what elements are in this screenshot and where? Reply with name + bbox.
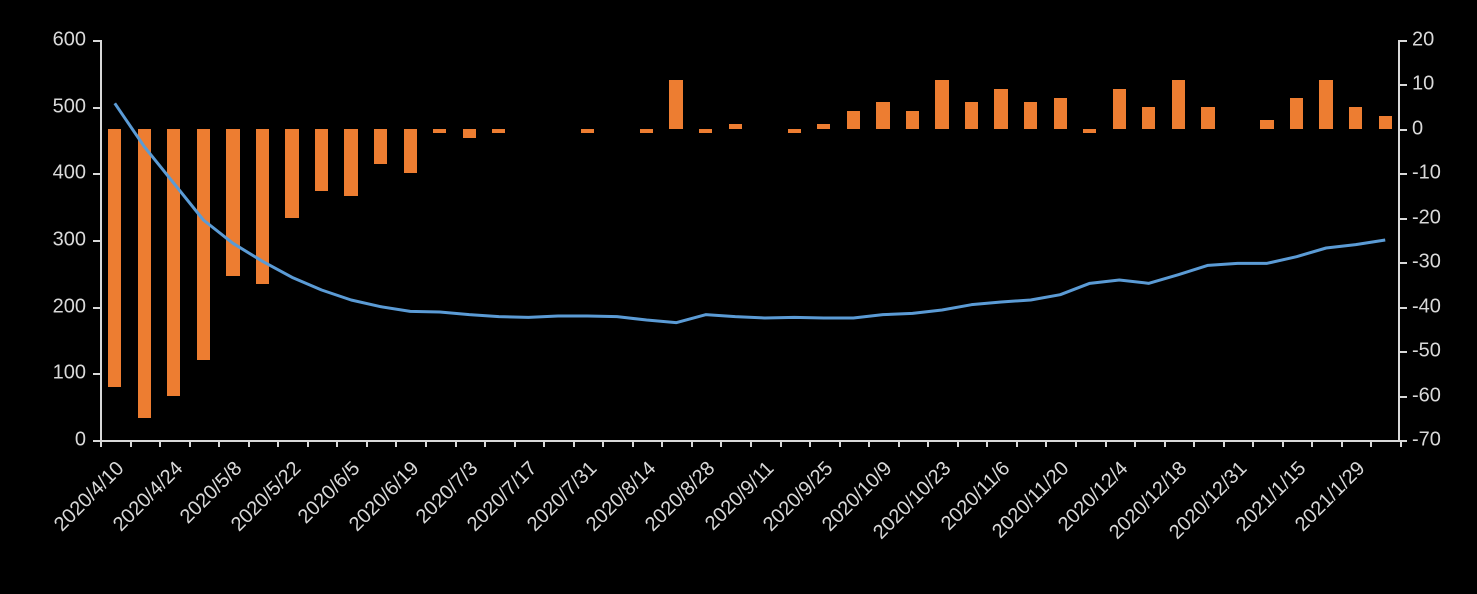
x-tick-mark xyxy=(780,440,782,447)
x-tick-mark xyxy=(809,440,811,447)
x-tick-mark xyxy=(868,440,870,447)
right-tick-mark xyxy=(1400,351,1407,353)
x-tick-mark xyxy=(514,440,516,447)
x-tick-mark xyxy=(661,440,663,447)
x-tick-mark xyxy=(750,440,752,447)
x-tick-mark xyxy=(632,440,634,447)
x-tick-mark xyxy=(189,440,191,447)
x-tick-mark xyxy=(1252,440,1254,447)
right-tick-mark xyxy=(1400,218,1407,220)
right-tick-label: 20 xyxy=(1412,29,1434,52)
x-tick-mark xyxy=(1105,440,1107,447)
x-tick-mark xyxy=(986,440,988,447)
right-tick-label: -30 xyxy=(1412,251,1441,274)
left-tick-label: 400 xyxy=(0,162,86,185)
chart-root: 0100200300400500600-70-60-50-40-30-20-10… xyxy=(0,0,1477,594)
x-tick-mark xyxy=(573,440,575,447)
right-tick-label: 0 xyxy=(1412,117,1423,140)
left-tick-mark xyxy=(93,107,100,109)
x-tick-mark xyxy=(100,440,102,447)
right-tick-mark xyxy=(1400,173,1407,175)
x-tick-mark xyxy=(336,440,338,447)
x-tick-mark xyxy=(277,440,279,447)
x-tick-mark xyxy=(455,440,457,447)
left-tick-mark xyxy=(93,373,100,375)
right-tick-mark xyxy=(1400,262,1407,264)
x-tick-mark xyxy=(543,440,545,447)
x-tick-mark xyxy=(1164,440,1166,447)
x-tick-mark xyxy=(1400,440,1402,447)
x-tick-mark xyxy=(1370,440,1372,447)
x-tick-mark xyxy=(425,440,427,447)
right-tick-mark xyxy=(1400,129,1407,131)
x-tick-mark xyxy=(720,440,722,447)
x-tick-mark xyxy=(1045,440,1047,447)
x-tick-mark xyxy=(159,440,161,447)
line-series xyxy=(115,103,1385,322)
x-tick-mark xyxy=(1223,440,1225,447)
left-tick-label: 500 xyxy=(0,95,86,118)
x-tick-mark xyxy=(130,440,132,447)
left-tick-mark xyxy=(93,40,100,42)
x-tick-mark xyxy=(307,440,309,447)
left-tick-mark xyxy=(93,173,100,175)
x-tick-mark xyxy=(1075,440,1077,447)
right-tick-label: 10 xyxy=(1412,73,1434,96)
right-tick-mark xyxy=(1400,396,1407,398)
right-tick-mark xyxy=(1400,40,1407,42)
x-tick-mark xyxy=(218,440,220,447)
right-tick-mark xyxy=(1400,84,1407,86)
x-tick-mark xyxy=(248,440,250,447)
x-tick-mark xyxy=(839,440,841,447)
x-tick-mark xyxy=(691,440,693,447)
left-tick-label: 0 xyxy=(0,429,86,452)
right-tick-label: -20 xyxy=(1412,206,1441,229)
x-tick-mark xyxy=(1311,440,1313,447)
x-tick-mark xyxy=(1134,440,1136,447)
x-tick-mark xyxy=(1341,440,1343,447)
x-tick-mark xyxy=(484,440,486,447)
right-axis-line xyxy=(1398,40,1400,440)
line-layer xyxy=(100,40,1400,440)
right-tick-label: -70 xyxy=(1412,429,1441,452)
x-tick-mark xyxy=(898,440,900,447)
right-tick-label: -60 xyxy=(1412,384,1441,407)
left-tick-mark xyxy=(93,307,100,309)
left-tick-label: 100 xyxy=(0,362,86,385)
x-tick-mark xyxy=(602,440,604,447)
left-tick-mark xyxy=(93,440,100,442)
x-tick-mark xyxy=(1193,440,1195,447)
x-tick-mark xyxy=(927,440,929,447)
left-axis-line xyxy=(100,40,102,440)
x-tick-mark xyxy=(1016,440,1018,447)
left-tick-label: 200 xyxy=(0,295,86,318)
x-tick-mark xyxy=(1282,440,1284,447)
right-tick-label: -10 xyxy=(1412,162,1441,185)
right-tick-label: -50 xyxy=(1412,340,1441,363)
x-tick-mark xyxy=(395,440,397,447)
x-tick-mark xyxy=(957,440,959,447)
right-tick-mark xyxy=(1400,307,1407,309)
right-tick-label: -40 xyxy=(1412,295,1441,318)
left-tick-label: 300 xyxy=(0,229,86,252)
left-tick-label: 600 xyxy=(0,29,86,52)
x-tick-mark xyxy=(366,440,368,447)
plot-area xyxy=(100,40,1400,440)
left-tick-mark xyxy=(93,240,100,242)
